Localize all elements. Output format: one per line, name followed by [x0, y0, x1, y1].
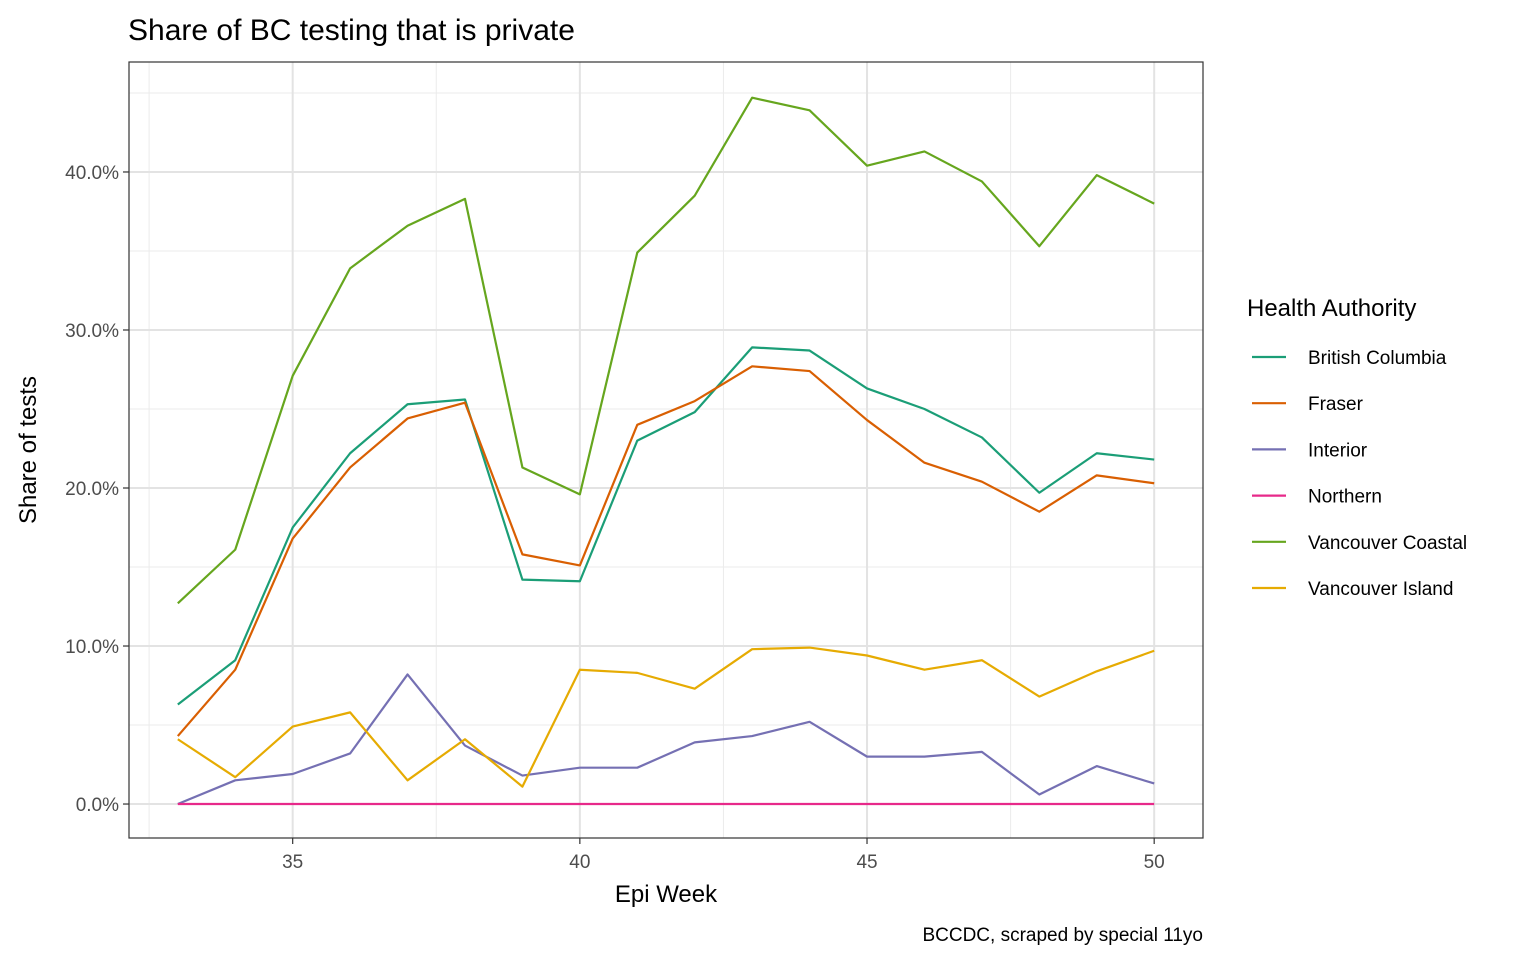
- series-line-fraser: [176, 365, 1155, 737]
- x-tick-label: 45: [856, 852, 877, 873]
- x-axis-label: Epi Week: [615, 881, 718, 908]
- series-lines: [176, 96, 1155, 806]
- y-tick-label: 0.0%: [76, 795, 119, 816]
- legend-label-british-columbia: British Columbia: [1308, 348, 1447, 369]
- legend: Health Authority British Columbia Fraser I…: [1247, 295, 1467, 600]
- x-tick-label: 35: [282, 852, 303, 873]
- legend-label-vancouver-island: Vancouver Island: [1308, 579, 1453, 600]
- series-line-vancouver-island: [177, 646, 1155, 788]
- legend-label-vancouver-coastal: Vancouver Coastal: [1308, 533, 1467, 554]
- legend-label-northern: Northern: [1308, 487, 1382, 508]
- legend-title: Health Authority: [1247, 295, 1416, 322]
- caption: BCCDC, scraped by special 11yo: [922, 925, 1203, 946]
- chart-title: Share of BC testing that is private: [128, 14, 575, 47]
- series-line-interior: [177, 673, 1155, 806]
- y-tick-label: 30.0%: [65, 321, 119, 342]
- legend-label-fraser: Fraser: [1308, 394, 1364, 415]
- plot-panel: [129, 62, 1203, 838]
- y-axis-label: Share of tests: [15, 376, 42, 524]
- x-tick-label: 40: [569, 852, 590, 873]
- y-tick-label: 40.0%: [65, 163, 119, 184]
- legend-label-interior: Interior: [1308, 440, 1368, 461]
- x-axis: 35 40 45 50: [282, 838, 1165, 873]
- y-tick-label: 20.0%: [65, 479, 119, 500]
- y-axis: 0.0% 10.0% 20.0% 30.0% 40.0%: [65, 163, 129, 816]
- x-tick-label: 50: [1144, 852, 1165, 873]
- plot-border: [128, 61, 1204, 839]
- series-line-vancouver-coastal: [177, 96, 1155, 605]
- series-line-british-columbia: [177, 346, 1155, 706]
- y-tick-label: 10.0%: [65, 637, 119, 658]
